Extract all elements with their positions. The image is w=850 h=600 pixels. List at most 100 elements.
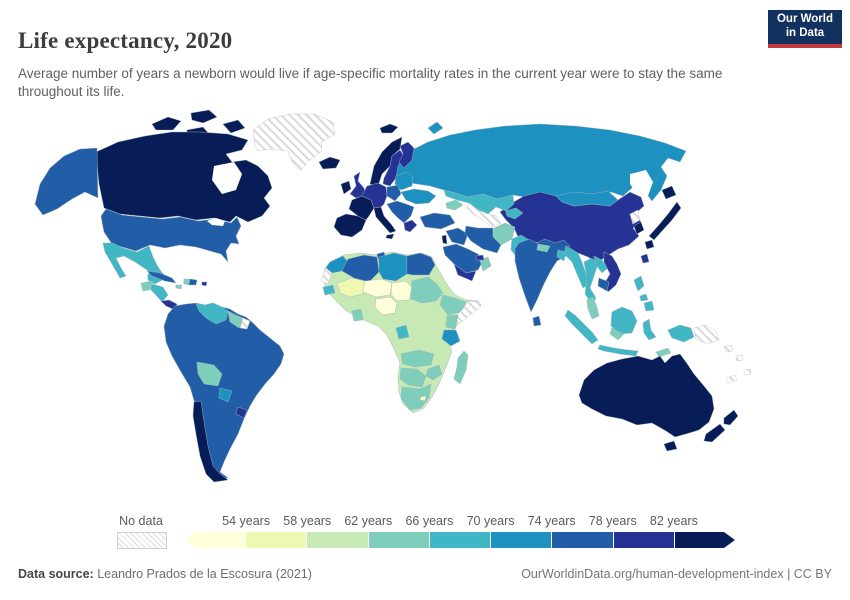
country-jamaica[interactable] — [175, 284, 183, 290]
country-puerto-rico[interactable] — [201, 281, 208, 287]
country-germany-central-europe[interactable] — [361, 182, 388, 209]
country-greece[interactable] — [403, 219, 418, 233]
country-timor[interactable] — [655, 347, 672, 358]
country-philippines-visayas[interactable] — [639, 293, 649, 302]
country-kyrgyzstan-tajikistan[interactable] — [505, 207, 524, 220]
country-papua-new-guinea[interactable] — [693, 324, 720, 345]
country-iran[interactable] — [464, 225, 502, 254]
country-lesotho[interactable] — [419, 395, 427, 402]
country-greenland[interactable] — [252, 113, 336, 172]
country-malaysia[interactable] — [586, 296, 600, 320]
country-canada-arctic-2[interactable] — [190, 109, 218, 124]
country-madagascar[interactable] — [453, 350, 469, 385]
country-syria-iraq[interactable] — [445, 227, 469, 246]
country-mexico[interactable] — [102, 242, 165, 279]
country-borneo-kalimantan[interactable] — [609, 327, 625, 341]
country-taiwan[interactable] — [640, 253, 650, 264]
country-japan-kyushu[interactable] — [644, 239, 655, 250]
legend-bin-9[interactable] — [675, 532, 735, 548]
legend-bin-8[interactable] — [613, 532, 674, 548]
legend-bin-7[interactable] — [552, 532, 613, 548]
country-new-caledonia[interactable] — [725, 374, 738, 384]
country-turkey[interactable] — [419, 212, 456, 230]
country-tanzania[interactable] — [441, 329, 461, 347]
country-chad[interactable] — [390, 280, 413, 302]
country-israel[interactable] — [441, 234, 448, 245]
country-solomon-islands[interactable] — [723, 344, 734, 353]
country-uruguay[interactable] — [235, 406, 248, 419]
legend-bin-3[interactable] — [307, 532, 368, 548]
country-angola-zambia[interactable] — [400, 349, 435, 368]
country-italy[interactable] — [373, 206, 397, 234]
country-south-africa[interactable] — [400, 383, 432, 411]
country-usa[interactable] — [100, 208, 242, 263]
country-venezuela[interactable] — [195, 302, 229, 325]
country-paraguay[interactable] — [218, 387, 233, 403]
country-bolivia[interactable] — [196, 361, 223, 387]
country-sicily[interactable] — [385, 233, 395, 240]
country-indonesia-sumatra[interactable] — [564, 309, 599, 345]
country-kenya[interactable] — [445, 314, 459, 330]
country-somalia[interactable] — [454, 300, 482, 325]
country-zimbabwe[interactable] — [425, 364, 443, 381]
country-canada[interactable] — [95, 131, 273, 223]
country-suriname[interactable] — [239, 317, 251, 330]
country-balkans[interactable] — [386, 200, 415, 224]
country-indonesia-sulawesi[interactable] — [642, 318, 657, 341]
country-senegal[interactable] — [322, 284, 336, 296]
country-new-zealand-south[interactable] — [703, 423, 726, 443]
legend-bin-5[interactable] — [429, 532, 491, 548]
legend-bin-4[interactable] — [368, 532, 429, 548]
country-japan-hokkaido[interactable] — [661, 185, 677, 200]
country-algeria[interactable] — [341, 254, 380, 283]
country-novaya-zemlya[interactable] — [427, 121, 444, 135]
country-chile[interactable] — [192, 400, 229, 483]
legend-no-data-swatch[interactable] — [117, 532, 167, 549]
country-ireland[interactable] — [340, 180, 352, 195]
country-yemen[interactable] — [453, 263, 477, 282]
country-finland[interactable] — [398, 141, 415, 169]
country-gabon-congo[interactable] — [395, 324, 410, 340]
country-svalbard[interactable] — [379, 123, 399, 134]
country-western-sahara[interactable] — [320, 267, 333, 285]
country-iceland[interactable] — [318, 156, 341, 170]
country-india[interactable] — [514, 238, 571, 313]
country-namibia-botswana[interactable] — [399, 367, 427, 388]
country-guyana[interactable] — [227, 310, 244, 329]
country-cuba[interactable] — [146, 270, 177, 284]
country-solomon-islands-2[interactable] — [735, 354, 744, 362]
country-laos[interactable] — [593, 255, 609, 274]
country-north-korea[interactable] — [629, 209, 641, 225]
country-south-korea[interactable] — [633, 221, 645, 235]
country-sri-lanka[interactable] — [532, 315, 542, 327]
country-indonesia-java[interactable] — [597, 344, 639, 357]
country-australia[interactable] — [578, 353, 715, 438]
country-honduras-nicaragua[interactable] — [150, 283, 169, 303]
country-sudan[interactable] — [410, 276, 444, 304]
country-norway[interactable] — [369, 136, 403, 187]
country-philippines-mindanao[interactable] — [643, 300, 655, 312]
country-mongolia[interactable] — [555, 190, 619, 207]
country-fiji[interactable] — [743, 368, 752, 376]
country-cambodia[interactable] — [597, 277, 610, 292]
country-bangladesh[interactable] — [556, 249, 567, 262]
owid-logo[interactable]: Our World in Data — [768, 10, 842, 48]
legend-bin-1[interactable] — [185, 532, 246, 548]
legend-bin-6[interactable] — [491, 532, 552, 548]
footer-link[interactable]: OurWorldinData.org/human-development-ind… — [521, 567, 832, 581]
country-tasmania[interactable] — [663, 440, 678, 452]
country-nigeria[interactable] — [374, 296, 398, 316]
country-canada-arctic-1[interactable] — [151, 116, 182, 131]
country-ukraine[interactable] — [400, 188, 437, 205]
country-turkmenistan-uzbekistan[interactable] — [466, 202, 502, 228]
country-mali[interactable] — [336, 277, 366, 298]
country-oman[interactable] — [479, 256, 492, 272]
country-egypt[interactable] — [406, 252, 436, 276]
country-canada-arctic-3[interactable] — [222, 119, 246, 134]
country-uae-qatar[interactable] — [475, 254, 485, 261]
country-belarus-baltics[interactable] — [394, 171, 414, 191]
country-nepal[interactable] — [536, 243, 551, 253]
country-ghana[interactable] — [351, 308, 364, 322]
country-indonesia-papua[interactable] — [667, 324, 695, 343]
country-libya[interactable] — [378, 252, 408, 282]
